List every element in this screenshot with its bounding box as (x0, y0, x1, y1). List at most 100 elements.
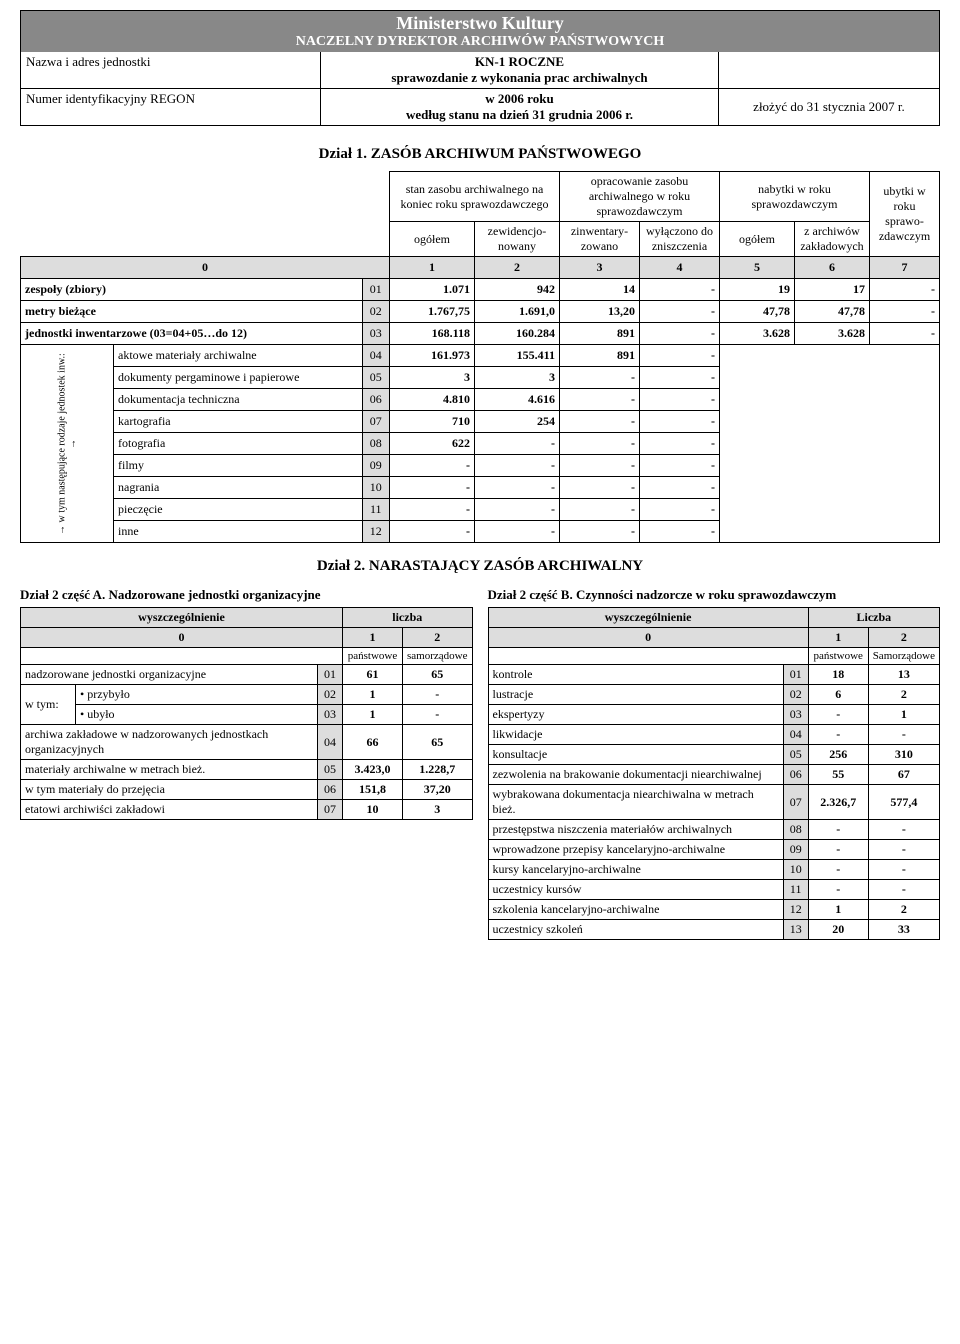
th-zewid: zewidencjo-nowany (475, 222, 560, 257)
cell: - (560, 433, 640, 455)
cell: - (640, 433, 720, 455)
cell: - (640, 411, 720, 433)
row-code: 02 (362, 301, 389, 323)
row-label: fotografia (114, 433, 363, 455)
row-label: przestępstwa niszczenia materiałów archi… (488, 820, 783, 840)
cell: - (870, 301, 940, 323)
row-label: kontrole (488, 665, 783, 685)
cell: - (808, 840, 868, 860)
dzial1-table: stan zasobu archiwalnego na koniec roku … (20, 171, 940, 543)
cell: - (808, 860, 868, 880)
cell: 256 (808, 745, 868, 765)
cell: - (403, 685, 472, 705)
cell: - (640, 301, 720, 323)
cell: - (390, 477, 475, 499)
row-label: konsultacje (488, 745, 783, 765)
cell: - (560, 477, 640, 499)
cell: - (403, 705, 472, 725)
row-code: 03 (783, 705, 808, 725)
row-code: 03 (362, 323, 389, 345)
th-ogolem1: ogółem (390, 222, 475, 257)
cell: 310 (868, 745, 939, 765)
cell: 577,4 (868, 785, 939, 820)
cell: - (640, 279, 720, 301)
cell: 33 (868, 920, 939, 940)
cell: - (640, 521, 720, 543)
row-label: kartografia (114, 411, 363, 433)
cell: - (475, 499, 560, 521)
cell: - (640, 455, 720, 477)
vertical-label: → w tym następujące rodzaje jednostek in… (21, 345, 114, 543)
tableB: wyszczególnienie Liczba 0 1 2 państwowe … (488, 607, 941, 940)
row-code: 12 (783, 900, 808, 920)
cell: 6 (808, 685, 868, 705)
cell: - (560, 389, 640, 411)
cell: - (640, 389, 720, 411)
cell: 18 (808, 665, 868, 685)
row-label: kursy kancelaryjno-archiwalne (488, 860, 783, 880)
row-code: 06 (362, 389, 389, 411)
idx5: 5 (720, 257, 795, 279)
row-label: szkolenia kancelaryjno-archiwalne (488, 900, 783, 920)
row-label: metry bieżące (21, 301, 363, 323)
row-label: likwidacje (488, 725, 783, 745)
row-label: dokumentacja techniczna (114, 389, 363, 411)
form-subtitle: sprawozdanie z wykonania prac archiwalny… (326, 70, 713, 86)
cell: 10 (343, 800, 403, 820)
row-code: 01 (783, 665, 808, 685)
row-label: nadzorowane jednostki organizacyjne (21, 665, 318, 685)
thA-wysz: wyszczególnienie (21, 608, 343, 628)
cell: 168.118 (390, 323, 475, 345)
cell: - (640, 477, 720, 499)
thB-0: 0 (488, 628, 808, 648)
thB-liczba: Liczba (808, 608, 939, 628)
cell: 65 (403, 665, 472, 685)
th-stan: stan zasobu archiwalnego na koniec roku … (390, 172, 560, 222)
cell: 155.411 (475, 345, 560, 367)
idx0: 0 (21, 257, 390, 279)
row-label: jednostki inwentarzowe (03=04+05…do 12) (21, 323, 363, 345)
th-ubytki: ubytki w roku sprawo-zdawczym (870, 172, 940, 257)
row-code: 10 (783, 860, 808, 880)
cell: - (390, 455, 475, 477)
row-code: 04 (318, 725, 343, 760)
cell: 1 (343, 705, 403, 725)
form-title: KN-1 ROCZNE sprawozdanie z wykonania pra… (321, 52, 719, 88)
row-label: lustracje (488, 685, 783, 705)
header-banner: Ministerstwo Kultury NACZELNY DYREKTOR A… (21, 11, 939, 52)
cell: 14 (560, 279, 640, 301)
cell: 3.628 (795, 323, 870, 345)
unit-name-label: Nazwa i adres jednostki (21, 52, 321, 88)
th-wyl: wyłączono do zniszczenia (640, 222, 720, 257)
row-label: zezwolenia na brakowanie dokumentacji ni… (488, 765, 783, 785)
deadline: złożyć do 31 stycznia 2007 r. (719, 89, 939, 125)
regon-label: Numer identyfikacyjny REGON (21, 89, 321, 125)
row-label: zespoły (zbiory) (21, 279, 363, 301)
row-label: uczestnicy szkoleń (488, 920, 783, 940)
ministry-title: Ministerstwo Kultury (23, 13, 937, 34)
cell: 942 (475, 279, 560, 301)
row-label: filmy (114, 455, 363, 477)
row-label: uczestnicy kursów (488, 880, 783, 900)
cell: 19 (720, 279, 795, 301)
row-label: inne (114, 521, 363, 543)
thA-liczba: liczba (343, 608, 472, 628)
cell: 2.326,7 (808, 785, 868, 820)
cell: 20 (808, 920, 868, 940)
cell: 2 (868, 900, 939, 920)
director-title: NACZELNY DYREKTOR ARCHIWÓW PAŃSTWOWYCH (23, 34, 937, 50)
row-label: materiały archiwalne w metrach bież. (21, 760, 318, 780)
cell: 2 (868, 685, 939, 705)
cell: 66 (343, 725, 403, 760)
thA-pan: państwowe (343, 648, 403, 665)
cell: 4.810 (390, 389, 475, 411)
cell: - (560, 499, 640, 521)
cell: 13,20 (560, 301, 640, 323)
thB-1: 1 (808, 628, 868, 648)
cell: 710 (390, 411, 475, 433)
dzial2-title: Dział 2. NARASTAJĄCY ZASÓB ARCHIWALNY (20, 558, 940, 575)
empty-right (719, 52, 939, 88)
th-ogolem2: ogółem (720, 222, 795, 257)
row-sub: • przybyło (76, 685, 318, 705)
form-code: KN-1 ROCZNE (326, 54, 713, 70)
